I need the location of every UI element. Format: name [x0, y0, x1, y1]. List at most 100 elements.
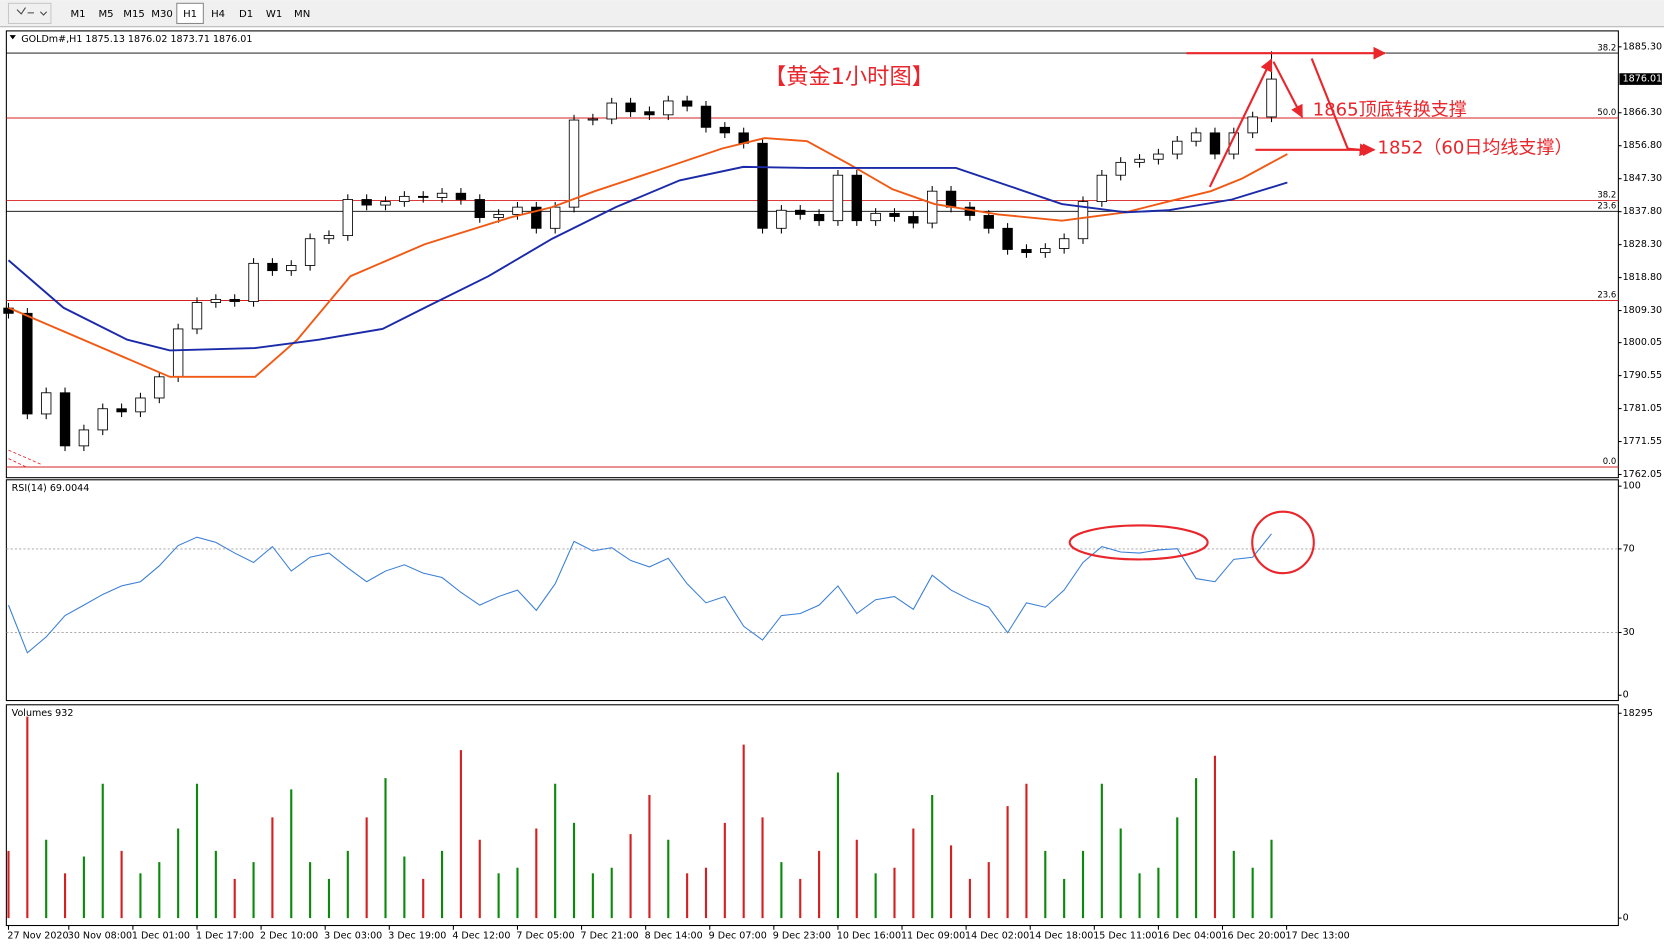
x-tick-label: 2 Dec 10:00: [260, 931, 318, 942]
fib-level-label: 23.6: [1597, 200, 1616, 210]
toolbar-tool[interactable]: [7, 2, 52, 25]
candle-body: [795, 209, 806, 215]
price-panel: [5, 30, 1619, 479]
candle-body: [776, 209, 787, 229]
candle-body: [342, 199, 354, 237]
annotation-title: 【黄金1小时图】: [764, 64, 934, 90]
x-tick-label: 3 Dec 19:00: [388, 931, 446, 942]
candle-body: [851, 174, 862, 222]
candle-body: [700, 105, 712, 128]
candle-body: [436, 192, 448, 198]
x-tick-label: 15 Dec 11:00: [1093, 931, 1157, 942]
annotation-support-1852: 1852（60日均线支撑）: [1377, 138, 1572, 159]
y-tick-label: 1781.05: [1623, 403, 1662, 414]
y-tick-label: 1762.05: [1623, 469, 1662, 480]
period-button[interactable]: [232, 2, 260, 25]
candle-body: [757, 142, 768, 229]
candle-body: [172, 328, 184, 378]
candle-body: [1040, 248, 1051, 254]
volume-panel: [5, 704, 1619, 927]
candle-body: [568, 119, 580, 208]
x-tick-label: 14 Dec 18:00: [1029, 931, 1093, 942]
period-button[interactable]: [204, 2, 232, 25]
candle-body: [304, 238, 316, 266]
candle-body: [323, 235, 335, 240]
candle-body: [1153, 153, 1164, 160]
y-tick-label: 18295: [1623, 708, 1653, 719]
candle-body: [78, 429, 90, 447]
x-tick-label: 7 Dec 21:00: [580, 931, 638, 942]
rsi-line: [7, 533, 1272, 654]
candle-body: [1134, 158, 1145, 163]
y-tick-label: 0: [1623, 690, 1629, 701]
candle-body: [22, 312, 33, 415]
period-button[interactable]: [148, 2, 176, 25]
period-buttons: M1 M5 M15 M30 H1 H4 D1 W1 MN: [64, 2, 316, 25]
candle-body: [40, 392, 52, 415]
candle-body: [399, 195, 410, 203]
x-tick-label: 9 Dec 07:00: [709, 931, 767, 942]
x-tick-label: 11 Dec 09:00: [901, 931, 965, 942]
period-label[interactable]: W1: [266, 9, 282, 20]
fib-level-label: 0.0: [1603, 456, 1616, 466]
candle-body: [418, 195, 429, 198]
candle-body: [1228, 132, 1240, 155]
candle-body: [983, 215, 994, 229]
period-button[interactable]: [288, 2, 316, 25]
candle-body: [248, 262, 259, 302]
period-label[interactable]: M5: [98, 9, 113, 20]
last-price-label: 1876.01: [1623, 74, 1662, 85]
x-tick-label: 4 Dec 12:00: [452, 931, 510, 942]
period-label[interactable]: M15: [123, 9, 145, 20]
candle-body: [1058, 238, 1070, 249]
candle-body: [1021, 249, 1032, 254]
x-tick-label: 17 Dec 13:00: [1286, 931, 1350, 942]
x-tick-label: 1 Dec 17:00: [196, 931, 254, 942]
candle-body: [1190, 132, 1202, 142]
period-label[interactable]: M1: [70, 9, 85, 20]
candle-body: [191, 302, 203, 330]
panel-title: RSI(14) 69.0044: [12, 483, 90, 494]
fib-level-label: 38.2: [1597, 190, 1616, 200]
period-label[interactable]: D1: [239, 9, 253, 20]
candle-body: [644, 111, 655, 116]
candle-body: [531, 206, 542, 229]
symbol-menu-icon[interactable]: [9, 35, 16, 40]
candle-body: [1266, 78, 1277, 118]
period-label[interactable]: H4: [211, 9, 225, 20]
candle-body: [1096, 174, 1108, 203]
candle-body: [512, 206, 523, 215]
period-label[interactable]: M30: [151, 9, 173, 20]
candle-body: [587, 118, 599, 121]
panel-title: Volumes 932: [12, 708, 74, 719]
period-button[interactable]: [92, 2, 120, 25]
x-tick-label: 30 Nov 08:00: [68, 931, 132, 942]
candle-body: [1247, 116, 1258, 134]
fib-level-label: 23.6: [1597, 290, 1616, 300]
period-button[interactable]: [260, 2, 288, 25]
moving-average: [8, 137, 1288, 378]
period-button[interactable]: [64, 2, 92, 25]
candle-body: [97, 408, 108, 431]
y-tick-label: 1837.80: [1623, 206, 1662, 217]
candle-body: [813, 214, 825, 222]
fib-level-label: 50.0: [1597, 107, 1616, 117]
panel-title: GOLDm#,H1 1875.13 1876.02 1873.71 1876.0…: [21, 34, 252, 45]
candle-body: [267, 262, 278, 272]
y-tick-label: 1790.55: [1623, 370, 1662, 381]
y-tick-label: 1885.30: [1623, 41, 1662, 52]
candle-body: [380, 201, 391, 206]
moving-average: [7, 165, 1288, 352]
drawing-dashes: [8, 449, 43, 468]
period-label[interactable]: H1: [183, 9, 197, 20]
candle-body: [229, 299, 240, 302]
period-button[interactable]: [120, 2, 148, 25]
candle-body: [908, 216, 919, 224]
period-button[interactable]: [176, 2, 204, 25]
x-tick-label: 16 Dec 04:00: [1157, 931, 1221, 942]
period-label[interactable]: MN: [294, 9, 310, 20]
candle-body: [926, 190, 938, 224]
candle-body: [1172, 140, 1183, 155]
candle-body: [59, 392, 71, 447]
